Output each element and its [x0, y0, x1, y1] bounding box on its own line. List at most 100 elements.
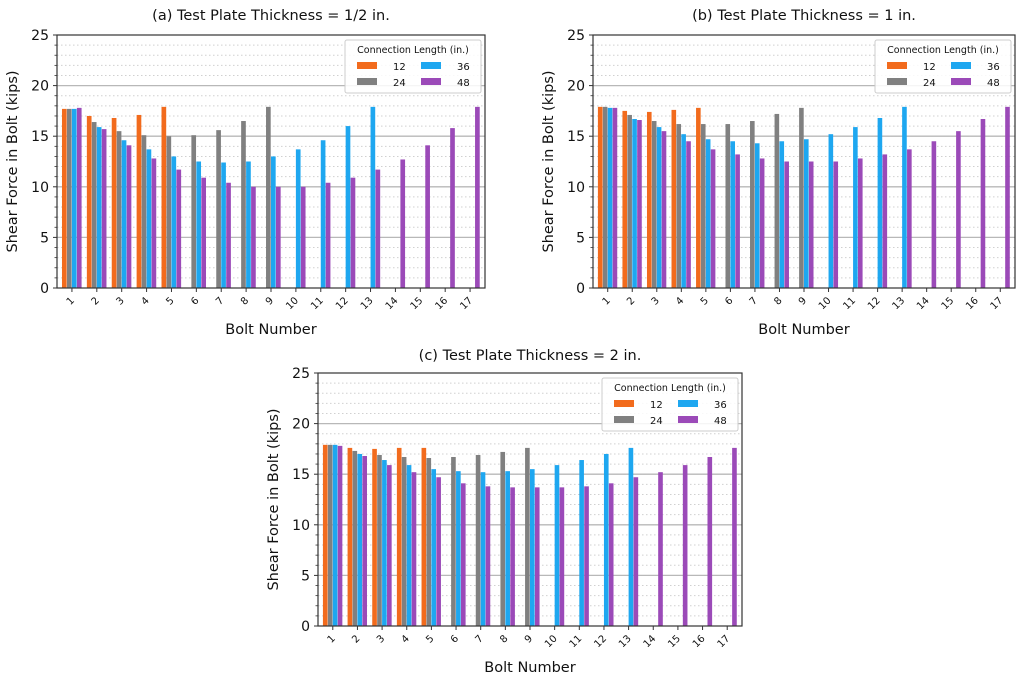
- y-axis-label: Shear Force in Bolt (kips): [541, 70, 557, 252]
- bar-series-48-bolt-14: [658, 472, 663, 626]
- legend-swatch-12: [357, 62, 377, 69]
- bar-series-48-bolt-13: [375, 169, 381, 288]
- bar-series-48-bolt-14: [400, 159, 406, 288]
- legend: Connection Length (in.) 12 24 36 48: [344, 39, 482, 94]
- bar-series-48-bolt-1: [337, 445, 343, 626]
- bar-series-48-bolt-12: [608, 483, 614, 626]
- bar-series-36-bolt-9: [804, 139, 809, 288]
- bar-series-48-bolt-16: [450, 128, 455, 288]
- bar-series-36-bolt-9: [271, 156, 276, 288]
- bar-series-36-bolt-3: [382, 460, 387, 626]
- bar-series-48-bolt-6: [735, 154, 740, 288]
- x-tick-label: 15: [666, 633, 683, 650]
- x-tick-label: 2: [90, 295, 102, 307]
- bar-series-36-bolt-6: [730, 141, 736, 288]
- x-tick-label: 1: [601, 295, 613, 307]
- plot-frame: [317, 372, 743, 627]
- bar-series-48-bolt-2: [637, 120, 642, 289]
- bar-series-48-bolt-12: [882, 154, 888, 288]
- bar-series-36-bolt-11: [853, 127, 858, 288]
- bar-series-12-bolt-2: [86, 115, 92, 289]
- bar-series-48-bolt-9: [534, 487, 540, 626]
- bar-series-36-bolt-2: [632, 118, 637, 288]
- bar-series-48-bolt-15: [682, 465, 688, 626]
- bar-series-36-bolt-3: [656, 127, 662, 288]
- x-tick-label: 3: [115, 295, 127, 307]
- bar-series-48-bolt-6: [201, 177, 207, 288]
- legend-label-48: 48: [987, 78, 1000, 89]
- chart-title: (c) Test Plate Thickness = 2 in.: [419, 348, 642, 364]
- x-axis-label: Bolt Number: [758, 322, 849, 338]
- bar-series-36-bolt-11: [320, 140, 326, 288]
- y-tick-label: 25: [31, 28, 49, 44]
- bar-series-48-bolt-13: [907, 149, 912, 288]
- bar-series-48-bolt-17: [1005, 106, 1010, 289]
- x-axis-label: Bolt Number: [484, 660, 575, 676]
- x-tick-label: 10: [543, 633, 560, 650]
- x-tick-label: 11: [568, 633, 585, 650]
- bar-series-36-bolt-9: [530, 469, 535, 626]
- bar-series-48-bolt-10: [559, 487, 565, 626]
- y-tick-label: 10: [567, 180, 585, 196]
- x-tick-label: 5: [424, 633, 436, 645]
- y-tick-label: 5: [40, 230, 49, 246]
- y-tick-label: 20: [567, 79, 585, 95]
- bar-series-48-bolt-3: [387, 465, 392, 626]
- plot-frame: [56, 34, 486, 289]
- y-tick-label: 25: [292, 366, 310, 382]
- legend-label-36: 36: [987, 62, 1000, 73]
- x-tick-label: 7: [748, 295, 760, 307]
- bar-series-48-bolt-9: [275, 186, 281, 288]
- bar-series-36-bolt-6: [196, 161, 202, 288]
- bar-series-12-bolt-2: [347, 447, 353, 626]
- legend-title: Connection Length (in.): [614, 383, 726, 394]
- bar-series-48-bolt-11: [857, 158, 863, 288]
- bar-series-24-bolt-5: [166, 136, 172, 288]
- x-tick-label: 12: [592, 633, 609, 650]
- bar-series-48-bolt-4: [686, 141, 691, 288]
- x-tick-label: 4: [674, 295, 686, 307]
- bar-series-24-bolt-8: [500, 451, 506, 626]
- x-tick-label: 10: [817, 295, 834, 312]
- bar-series-48-bolt-4: [411, 472, 417, 626]
- x-tick-label: 4: [139, 295, 151, 307]
- bar-series-48-bolt-17: [475, 106, 480, 289]
- bar-series-36-bolt-13: [370, 106, 376, 289]
- bar-series-48-bolt-8: [784, 161, 789, 288]
- bar-series-48-bolt-2: [101, 129, 107, 288]
- bar-series-48-bolt-10: [300, 186, 306, 288]
- bar-series-36-bolt-12: [345, 126, 351, 288]
- y-tick-label: 0: [576, 281, 585, 297]
- legend-title: Connection Length (in.): [887, 45, 999, 56]
- legend-box: [601, 377, 739, 432]
- x-tick-label: 6: [449, 633, 461, 645]
- bar-series-48-bolt-6: [460, 483, 466, 626]
- bar-series-48-bolt-14: [931, 141, 937, 288]
- x-tick-label: 11: [309, 295, 326, 312]
- bar-series-36-bolt-11: [579, 460, 584, 626]
- legend-label-24: 24: [650, 416, 663, 427]
- legend-swatch-12: [887, 62, 907, 69]
- bar-series-48-bolt-11: [584, 486, 589, 626]
- bar-series-36-bolt-8: [246, 161, 251, 288]
- bar-series-36-bolt-10: [295, 149, 301, 288]
- x-tick-label: 8: [772, 295, 784, 307]
- bar-series-48-bolt-4: [151, 158, 157, 288]
- bar-series-12-bolt-1: [61, 108, 67, 288]
- bar-series-24-bolt-9: [525, 447, 530, 626]
- bar-series-36-bolt-2: [357, 453, 363, 626]
- bar-series-24-bolt-4: [676, 124, 682, 288]
- bar-series-12-bolt-3: [372, 448, 377, 626]
- bar-series-48-bolt-13: [633, 477, 639, 626]
- legend-swatch-48: [421, 78, 441, 85]
- bar-series-36-bolt-8: [505, 471, 510, 626]
- bar-series-36-bolt-12: [603, 453, 609, 626]
- bar-series-36-bolt-3: [121, 140, 127, 288]
- x-tick-label: 5: [699, 295, 711, 307]
- bar-series-12-bolt-4: [671, 109, 677, 288]
- legend: Connection Length (in.) 12 24 36 48: [601, 377, 739, 432]
- y-tick-label: 15: [567, 129, 585, 145]
